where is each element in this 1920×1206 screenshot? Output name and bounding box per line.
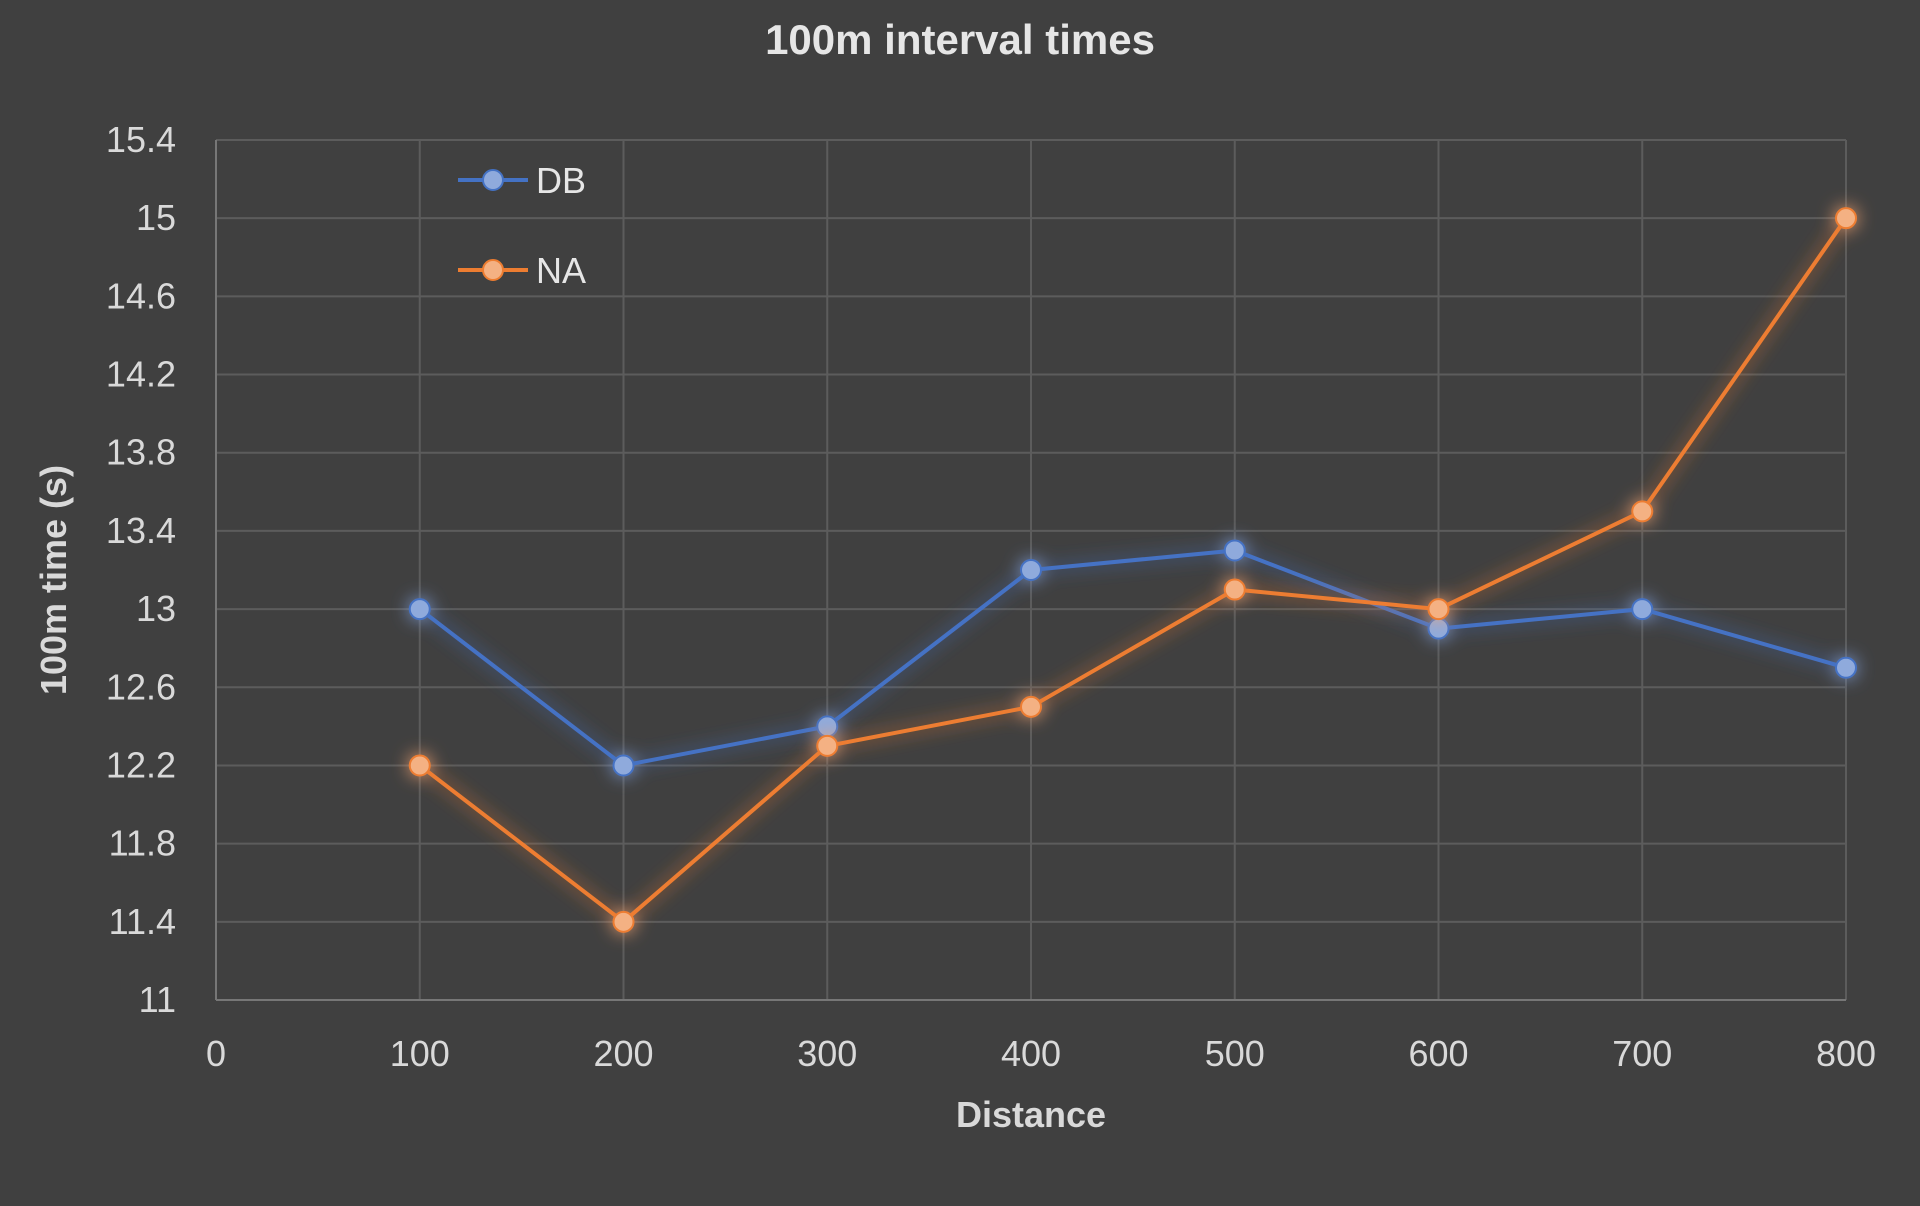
y-tick-label: 11.4 bbox=[109, 901, 176, 942]
legend-label-na: NA bbox=[536, 250, 586, 291]
data-point-na bbox=[1427, 598, 1450, 621]
data-point-db bbox=[1835, 656, 1857, 679]
x-tick-label: 300 bbox=[797, 1033, 857, 1074]
y-tick-label: 12.6 bbox=[106, 666, 176, 707]
data-point-na bbox=[612, 910, 635, 933]
tick-labels: 11 11.4 11.8 12.2 12.6 13 13.4 13.8 14.2 14.6 15 15… bbox=[106, 119, 1876, 1074]
legend-item-na: NA bbox=[458, 250, 586, 291]
y-tick-label: 13 bbox=[136, 588, 176, 629]
y-tick-label: 11.8 bbox=[109, 823, 176, 864]
legend-item-db: DB bbox=[458, 160, 586, 201]
data-point-db bbox=[1631, 598, 1654, 621]
data-point-na bbox=[1835, 207, 1857, 230]
y-tick-label: 14.6 bbox=[106, 275, 176, 316]
data-point-db bbox=[612, 754, 635, 777]
x-tick-label: 0 bbox=[206, 1033, 226, 1074]
data-point-db bbox=[1223, 539, 1246, 562]
axes bbox=[215, 140, 1846, 1001]
data-point-db bbox=[408, 598, 431, 621]
y-tick-label: 13.8 bbox=[106, 432, 176, 473]
series-line-db bbox=[418, 548, 1847, 768]
x-tick-label: 100 bbox=[390, 1033, 450, 1074]
y-tick-label: 15.4 bbox=[106, 119, 176, 160]
x-tick-label: 700 bbox=[1612, 1033, 1672, 1074]
data-point-db bbox=[1020, 559, 1042, 581]
x-tick-label: 500 bbox=[1205, 1033, 1265, 1074]
data-point-db bbox=[1427, 617, 1450, 640]
x-tick-label: 200 bbox=[593, 1033, 653, 1074]
y-tick-label: 14.2 bbox=[106, 354, 176, 395]
y-tick-label: 15 bbox=[136, 197, 176, 238]
series-layer bbox=[408, 207, 1857, 933]
data-point-na bbox=[1020, 695, 1042, 718]
data-point-na bbox=[816, 734, 839, 757]
series-na bbox=[408, 207, 1857, 933]
data-point-db bbox=[816, 715, 839, 738]
legend-marker-na bbox=[482, 259, 504, 281]
data-point-na bbox=[408, 754, 431, 777]
x-axis-title: Distance bbox=[956, 1094, 1106, 1135]
legend-label-db: DB bbox=[536, 160, 586, 201]
series-db bbox=[408, 539, 1857, 777]
y-tick-label: 13.4 bbox=[106, 510, 176, 551]
y-tick-label: 12.2 bbox=[106, 744, 176, 785]
legend: DB NA bbox=[458, 160, 586, 291]
x-tick-label: 400 bbox=[1001, 1033, 1061, 1074]
legend-marker-db bbox=[482, 169, 504, 191]
data-point-na bbox=[1631, 500, 1654, 523]
gridlines bbox=[216, 139, 1847, 1000]
y-tick-label: 11 bbox=[139, 979, 176, 1020]
series-line-na bbox=[418, 217, 1848, 924]
y-axis-title: 100m time (s) bbox=[33, 465, 74, 695]
data-point-na bbox=[1223, 578, 1246, 601]
chart-title: 100m interval times bbox=[765, 16, 1155, 63]
x-tick-label: 800 bbox=[1816, 1033, 1876, 1074]
x-tick-label: 600 bbox=[1408, 1033, 1468, 1074]
